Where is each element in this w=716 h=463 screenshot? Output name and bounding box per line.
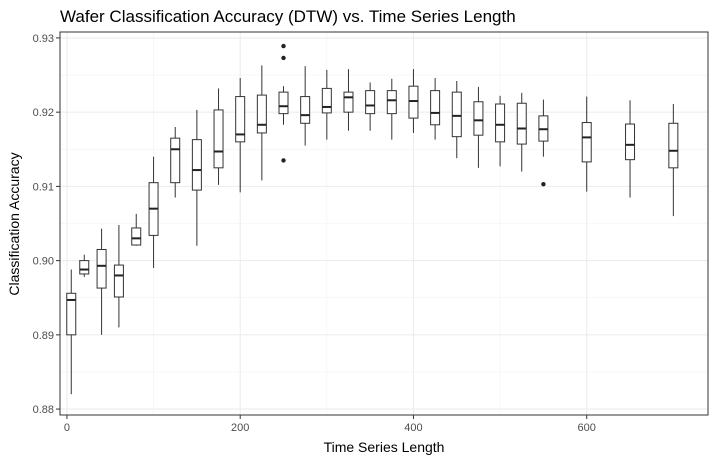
outlier-point <box>541 181 546 187</box>
box-group <box>235 78 246 193</box>
box-group <box>473 86 484 168</box>
y-tick-label: 0.92 <box>33 107 54 119</box>
box-group <box>300 66 311 146</box>
box-iqr <box>213 109 224 169</box>
box-group <box>581 96 592 192</box>
box-iqr <box>495 103 506 143</box>
box-group <box>386 78 397 140</box>
box-group <box>343 69 354 131</box>
box-iqr <box>191 139 202 191</box>
box-iqr <box>451 91 462 138</box>
box-group <box>96 228 107 335</box>
box-iqr <box>79 260 90 275</box>
box-group <box>430 78 441 140</box>
x-tick-label: 0 <box>64 422 70 434</box>
box-group <box>213 88 224 185</box>
box-group <box>516 92 527 172</box>
x-tick-label: 200 <box>231 422 249 434</box>
x-tick-label: 600 <box>578 422 596 434</box>
box-group <box>170 127 181 198</box>
box-iqr <box>170 137 181 184</box>
box-group <box>321 69 332 140</box>
box-iqr <box>581 122 592 163</box>
box-iqr <box>131 227 142 246</box>
y-tick-label: 0.89 <box>33 330 54 342</box>
box-group <box>148 156 159 269</box>
y-axis-label: Classification Accuracy <box>6 152 22 295</box>
box-iqr <box>473 101 484 136</box>
box-iqr <box>430 90 441 126</box>
box-iqr <box>321 87 332 114</box>
y-axis: 0.88 0.89 0.90 0.91 0.92 0.93 <box>33 33 60 416</box>
box-iqr <box>668 122 679 169</box>
chart-title: Wafer Classification Accuracy (DTW) vs. … <box>60 7 516 26</box>
box-group <box>408 69 419 133</box>
box-iqr <box>235 96 246 143</box>
box-group <box>495 95 506 167</box>
box-group <box>66 269 77 395</box>
box-group <box>365 82 376 131</box>
box-iqr <box>113 264 124 298</box>
box-iqr <box>278 91 289 115</box>
box-group <box>625 100 636 198</box>
outlier-point <box>281 55 286 61</box>
outlier-point <box>281 158 286 163</box>
box-iqr <box>343 91 354 113</box>
box-group <box>79 254 90 277</box>
y-tick-label: 0.91 <box>33 181 54 193</box>
box-iqr <box>625 123 636 161</box>
x-tick-label: 400 <box>404 422 422 434</box>
box-group <box>451 80 462 159</box>
box-iqr <box>386 90 397 115</box>
box-iqr <box>516 102 527 145</box>
box-iqr <box>256 94 267 134</box>
boxes <box>66 43 679 395</box>
box-group <box>538 99 549 187</box>
box-group <box>191 109 202 246</box>
y-tick-label: 0.93 <box>33 33 54 45</box>
box-group <box>278 43 289 163</box>
box-iqr <box>66 292 77 336</box>
plot-panel-border <box>59 31 709 416</box>
x-axis: 0 200 400 600 <box>64 415 596 434</box>
box-iqr <box>96 248 107 289</box>
y-tick-label: 0.90 <box>33 256 54 268</box>
box-iqr <box>365 90 376 115</box>
x-axis-label: Time Series Length <box>324 439 445 455</box>
box-iqr <box>300 96 311 124</box>
box-group <box>131 213 142 246</box>
outlier-point <box>281 43 286 49</box>
box-iqr <box>408 85 419 119</box>
box-group <box>256 65 267 181</box>
box-group <box>668 103 679 217</box>
box-group <box>113 224 124 328</box>
y-tick-label: 0.88 <box>33 404 54 416</box>
